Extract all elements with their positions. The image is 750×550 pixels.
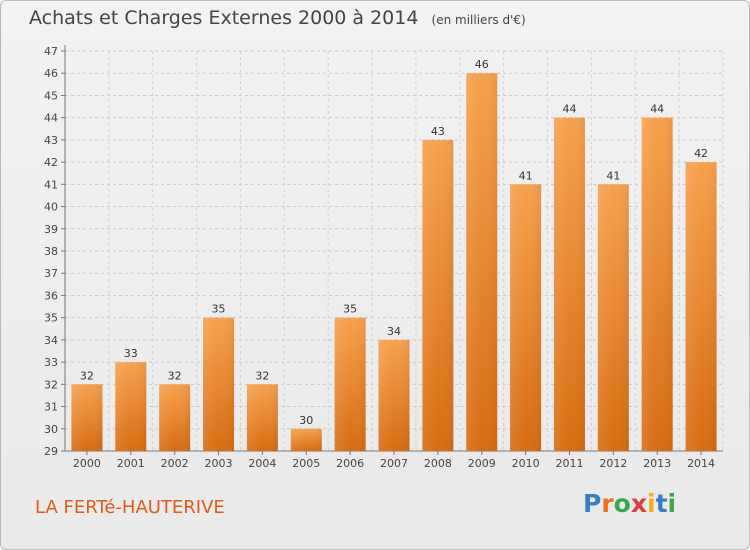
x-tick-label: 2002	[161, 457, 189, 470]
bar-value-label: 42	[694, 147, 708, 160]
bar-value-label: 32	[255, 369, 269, 382]
logo-letter: x	[630, 489, 647, 518]
y-tick-label: 40	[44, 201, 58, 214]
y-tick-label: 30	[44, 423, 58, 436]
bar-value-label: 32	[168, 369, 182, 382]
x-tick-label: 2012	[599, 457, 627, 470]
bar-shade	[203, 317, 235, 451]
logo-letter: t	[655, 489, 668, 518]
bar-value-label: 44	[562, 103, 576, 116]
x-tick-label: 2009	[468, 457, 496, 470]
x-tick-label: 2013	[643, 457, 671, 470]
y-tick-label: 36	[44, 289, 58, 302]
y-tick-label: 39	[44, 223, 58, 236]
y-tick-label: 37	[44, 267, 58, 280]
y-tick-label: 42	[44, 156, 58, 169]
x-tick-label: 2005	[292, 457, 320, 470]
y-tick-label: 35	[44, 312, 58, 325]
labels: 29 30 31 32 33 34 35 36 37 38 39 40 41 42 43 44 45 46 47 32…	[44, 45, 715, 470]
bar-shade	[422, 139, 454, 451]
y-tick-label: 31	[44, 401, 58, 414]
bar-shade	[466, 73, 498, 451]
y-tick-label: 29	[44, 445, 58, 458]
bar-shade	[685, 162, 717, 451]
logo-letter: i	[667, 489, 677, 518]
logo-letter: r	[601, 489, 614, 518]
y-tick-label: 33	[44, 356, 58, 369]
bar-value-label: 34	[387, 325, 401, 338]
bar-shade	[246, 384, 278, 451]
proxiti-logo: Proxiti	[583, 489, 676, 518]
x-tick-label: 2000	[73, 457, 101, 470]
bar-value-label: 32	[80, 369, 94, 382]
bar-value-label: 35	[343, 303, 357, 316]
bar-value-label: 35	[212, 303, 226, 316]
x-tick-label: 2014	[687, 457, 715, 470]
x-tick-label: 2004	[248, 457, 276, 470]
bars	[71, 73, 717, 452]
y-tick-label: 43	[44, 134, 58, 147]
bar-shade	[334, 317, 366, 451]
bar-value-label: 41	[606, 169, 620, 182]
bar-shade	[597, 184, 629, 452]
y-tick-label: 34	[44, 334, 58, 347]
bar-shade	[378, 339, 410, 451]
x-tick-label: 2006	[336, 457, 364, 470]
bar-value-label: 41	[519, 169, 533, 182]
title-row: Achats et Charges Externes 2000 à 2014 (…	[29, 7, 526, 29]
y-tick-label: 47	[44, 45, 58, 58]
y-tick-label: 46	[44, 67, 58, 80]
x-tick-label: 2001	[117, 457, 145, 470]
bar-shade	[553, 117, 585, 452]
x-tick-label: 2008	[424, 457, 452, 470]
bar-shade	[641, 117, 673, 452]
bar-shade	[71, 384, 103, 451]
x-tick-label: 2003	[205, 457, 233, 470]
chart-subtitle: (en milliers d'€)	[431, 13, 526, 27]
bar-shade	[290, 428, 322, 451]
logo-letter: i	[647, 489, 656, 518]
bar-shade	[115, 362, 147, 451]
chart-title: Achats et Charges Externes 2000 à 2014	[29, 7, 419, 29]
y-tick-label: 32	[44, 378, 58, 391]
y-tick-label: 41	[44, 178, 58, 191]
y-tick-label: 44	[44, 112, 58, 125]
bar-value-label: 46	[475, 58, 489, 71]
logo-letter: o	[613, 489, 631, 518]
logo-letter: P	[583, 489, 602, 518]
y-tick-label: 45	[44, 89, 58, 102]
bar-value-label: 43	[431, 125, 445, 138]
bar-shade	[159, 384, 191, 451]
bar-value-label: 30	[299, 414, 313, 427]
x-tick-label: 2010	[512, 457, 540, 470]
x-tick-label: 2007	[380, 457, 408, 470]
y-tick-label: 38	[44, 245, 58, 258]
bar-value-label: 33	[124, 347, 138, 360]
bar-value-label: 44	[650, 103, 664, 116]
x-tick-label: 2011	[555, 457, 583, 470]
commune-name: LA FERTé-HAUTERIVE	[35, 497, 225, 518]
bar-shade	[510, 184, 542, 452]
